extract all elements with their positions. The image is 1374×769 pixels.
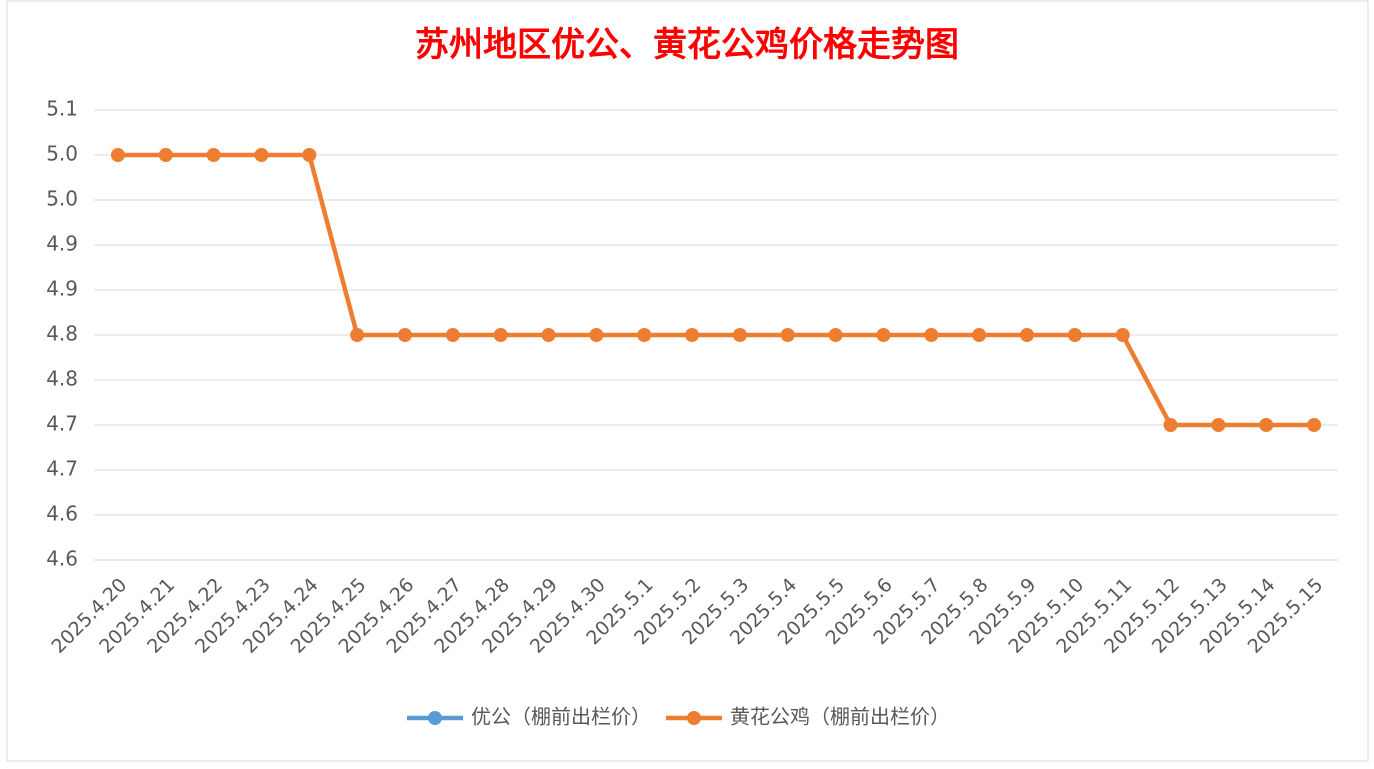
y-tick-label: 4.9 bbox=[46, 232, 78, 256]
y-tick-label: 4.8 bbox=[46, 367, 78, 391]
y-tick-label: 4.6 bbox=[46, 502, 78, 526]
data-point bbox=[1211, 418, 1226, 432]
data-point bbox=[254, 148, 269, 162]
data-point bbox=[637, 328, 652, 342]
data-point bbox=[1115, 328, 1130, 342]
legend-label: 优公（棚前出栏价） bbox=[471, 705, 651, 729]
data-point bbox=[685, 328, 700, 342]
data-point bbox=[1020, 328, 1034, 342]
y-tick-label: 4.8 bbox=[46, 322, 78, 346]
series-line bbox=[117, 152, 1315, 428]
data-point bbox=[732, 328, 747, 342]
data-point bbox=[1259, 418, 1274, 432]
data-point bbox=[780, 328, 795, 342]
data-point bbox=[1163, 418, 1178, 432]
data-point bbox=[158, 148, 173, 162]
data-point bbox=[972, 328, 987, 342]
data-point bbox=[924, 328, 939, 342]
chart-border bbox=[6, 0, 1369, 762]
data-point bbox=[541, 328, 556, 342]
y-tick-label: 4.9 bbox=[46, 277, 78, 301]
data-point bbox=[302, 148, 317, 162]
y-tick-label: 5.0 bbox=[46, 142, 78, 166]
y-tick-label: 4.7 bbox=[46, 412, 78, 436]
data-point bbox=[398, 328, 412, 342]
y-tick-label: 4.7 bbox=[46, 457, 78, 481]
data-point bbox=[110, 148, 125, 162]
legend-label: 黄花公鸡（棚前出栏价） bbox=[730, 705, 950, 729]
data-point bbox=[828, 328, 843, 342]
data-point bbox=[206, 148, 221, 162]
data-point bbox=[876, 328, 891, 342]
data-point bbox=[1067, 328, 1082, 342]
legend-marker bbox=[428, 711, 442, 725]
data-point bbox=[445, 328, 460, 342]
y-tick-label: 5.1 bbox=[46, 97, 78, 121]
data-point bbox=[1307, 418, 1322, 432]
legend-marker bbox=[687, 711, 701, 725]
y-tick-label: 4.6 bbox=[46, 547, 78, 571]
chart-title: 苏州地区优公、黄花公鸡价格走势图 bbox=[415, 25, 959, 65]
data-point bbox=[589, 328, 604, 342]
data-point bbox=[493, 328, 508, 342]
data-point bbox=[350, 328, 365, 342]
y-tick-label: 5.0 bbox=[46, 187, 78, 211]
